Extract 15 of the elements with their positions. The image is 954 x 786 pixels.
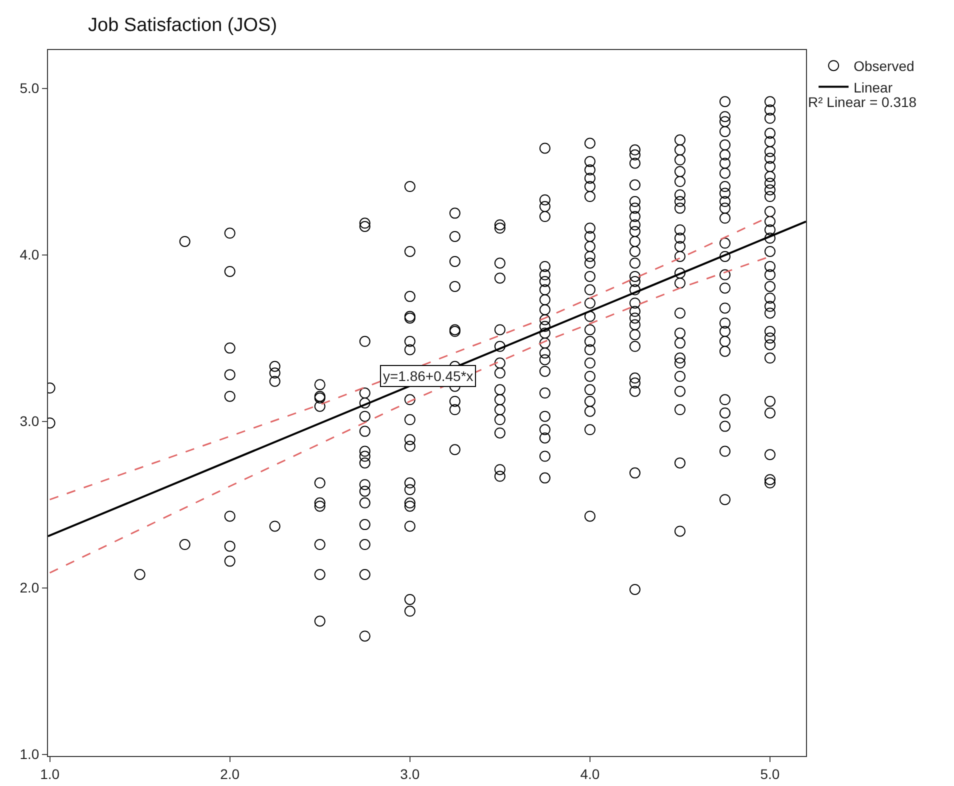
legend-label: Linear (854, 79, 893, 96)
x-tick-label: 1.0 (40, 766, 60, 782)
x-tick-label: 4.0 (580, 766, 600, 782)
x-tick-label: 5.0 (760, 766, 780, 782)
y-tick-label: 4.0 (20, 246, 40, 263)
y-tick-label: 5.0 (20, 80, 40, 96)
y-tick-label: 2.0 (20, 580, 40, 596)
y-tick-label: 3.0 (20, 413, 40, 430)
legend-label: Observed (854, 58, 914, 74)
y-tick-label: 1.0 (20, 746, 40, 762)
annotation: y=1.86+0.45*x (383, 368, 474, 384)
text: R² Linear = 0.318 (808, 94, 917, 110)
y-axis-title: Job Satisfaction (JOS) (88, 15, 278, 36)
x-tick-label: 2.0 (220, 766, 240, 782)
x-tick-label: 3.0 (400, 766, 420, 782)
